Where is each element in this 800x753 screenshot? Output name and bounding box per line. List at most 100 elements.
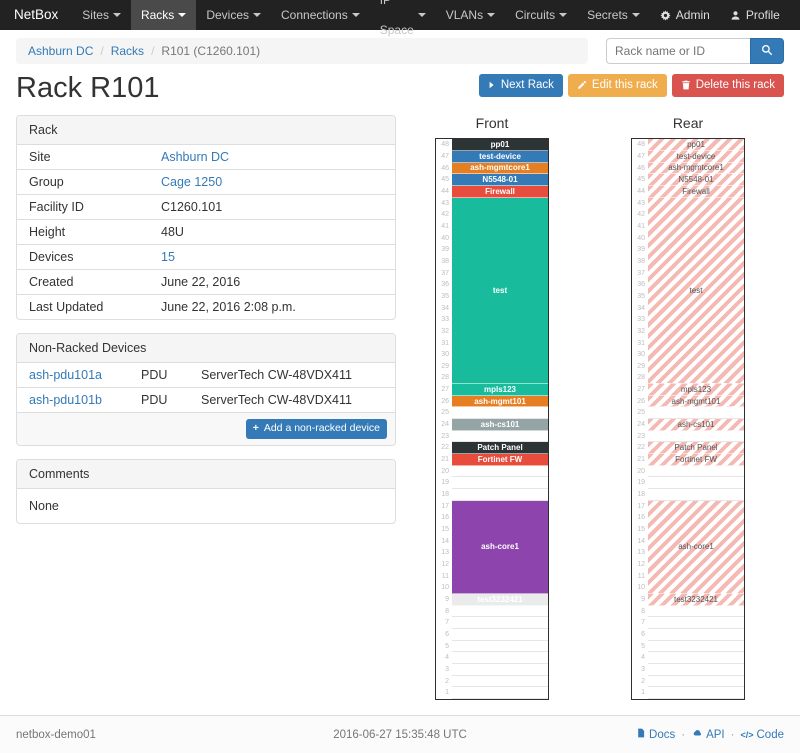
unit-number: 11 xyxy=(441,572,449,580)
rack-panel: Rack Site Ashburn DC Group Cage 1250 Facilit… xyxy=(16,115,396,321)
nav-item-sites[interactable]: Sites xyxy=(72,0,131,30)
rack-device-front-n5548-01[interactable]: N5548-01 xyxy=(452,174,548,186)
rack-device-front-mpls123[interactable]: mpls123 xyxy=(452,384,548,396)
footer-link-label: API xyxy=(706,728,725,741)
unit-number: 7 xyxy=(445,619,449,627)
unit-number-gutter: 21 xyxy=(632,454,648,466)
rack-unit-empty xyxy=(648,664,744,676)
rack-device-front-ash-mgmtcore1[interactable]: ash-mgmtcore1 xyxy=(452,162,548,175)
rack-row-device: 44 Firewall xyxy=(632,185,744,198)
nav-item-vlans[interactable]: VLANs xyxy=(436,0,505,30)
rack-device-rear-test-device[interactable]: test-device xyxy=(648,151,744,163)
edit-rack-label: Edit this rack xyxy=(591,79,658,91)
nav-item-devices[interactable]: Devices xyxy=(196,0,271,30)
rack-attr-row: Devices 15 xyxy=(17,244,395,270)
separator: · xyxy=(730,728,735,741)
breadcrumb-link[interactable]: Ashburn DC xyxy=(28,44,94,58)
rack-device-front-firewall[interactable]: Firewall xyxy=(452,185,548,198)
device-name-label: ash-mgmtcore1 xyxy=(668,163,724,173)
rack-device-rear-patch-panel[interactable]: Patch Panel xyxy=(648,442,744,455)
rack-device-rear-pp01[interactable]: pp01 xyxy=(648,139,744,151)
unit-number-gutter: 6 xyxy=(436,628,452,641)
edit-rack-button[interactable]: Edit this rack xyxy=(567,74,667,97)
rack-unit-empty xyxy=(648,431,744,443)
search-button[interactable] xyxy=(750,38,784,64)
nav-item-log-out[interactable]: Log out xyxy=(790,0,800,30)
unit-number: 27 xyxy=(441,386,449,394)
footer-link-code[interactable]: </> Code xyxy=(740,729,784,741)
device-name-label: ash-cs101 xyxy=(677,419,715,429)
attr-value-link[interactable]: Cage 1250 xyxy=(161,175,223,190)
rack-device-front-pp01[interactable]: pp01 xyxy=(452,139,548,151)
breadcrumb-link[interactable]: Racks xyxy=(110,44,145,58)
rack-device-front-ash-mgmt101[interactable]: ash-mgmt101 xyxy=(452,395,548,408)
device-name-label: Patch Panel xyxy=(477,443,523,453)
nav-item-secrets[interactable]: Secrets xyxy=(577,0,650,30)
add-non-racked-device-button[interactable]: + Add a non-racked device xyxy=(245,419,387,439)
nav-item-ip-space[interactable]: IP Space xyxy=(370,0,436,37)
attr-value-link[interactable]: 15 xyxy=(161,250,175,265)
unit-number: 45 xyxy=(441,176,449,184)
rack-device-rear-firewall[interactable]: Firewall xyxy=(648,185,744,198)
delete-rack-button[interactable]: Delete this rack xyxy=(671,74,784,97)
rack-device-rear-test[interactable]: test xyxy=(648,197,744,385)
rack-row-empty: 18 xyxy=(632,489,744,501)
breadcrumb-item: R101 (C1260.101) xyxy=(144,44,260,58)
brand-logo[interactable]: NetBox xyxy=(14,7,59,22)
rack-device-rear-ash-cs101[interactable]: ash-cs101 xyxy=(648,419,744,431)
rack-device-front-test-device[interactable]: test-device xyxy=(452,151,548,163)
breadcrumb-item: Ashburn DC xyxy=(28,44,93,58)
unit-number: 42 xyxy=(441,211,449,219)
device-link[interactable]: ash-pdu101a xyxy=(29,368,102,383)
attr-value-link[interactable]: Ashburn DC xyxy=(161,150,230,165)
rack-unit-empty xyxy=(452,466,548,478)
rack-row-device: 46 ash-mgmtcore1 xyxy=(632,162,744,175)
unit-number-gutter: 24 xyxy=(632,419,648,431)
nav-item-circuits[interactable]: Circuits xyxy=(505,0,577,30)
unit-number: 9 xyxy=(445,596,449,603)
rack-row-empty: 1 xyxy=(436,687,548,699)
nav-item-profile[interactable]: Profile xyxy=(720,0,790,30)
breadcrumb-current: R101 (C1260.101) xyxy=(161,44,261,58)
footer-link-docs[interactable]: Docs xyxy=(636,728,675,741)
rack-device-rear-n5548-01[interactable]: N5548-01 xyxy=(648,174,744,186)
unit-number-gutter: 44 xyxy=(436,185,452,198)
device-link[interactable]: ash-pdu101b xyxy=(29,393,102,408)
nav-item-admin[interactable]: Admin xyxy=(650,0,720,30)
rack-device-front-patch-panel[interactable]: Patch Panel xyxy=(452,442,548,455)
rack-device-front-ash-cs101[interactable]: ash-cs101 xyxy=(452,419,548,431)
rack-device-front-test3232421[interactable]: test3232421 xyxy=(452,594,548,606)
gear-icon xyxy=(660,9,671,21)
rack-device-front-fortinet-fw[interactable]: Fortinet FW xyxy=(452,454,548,466)
unit-number-gutter: 17 16 15 14 13 12 11 10 xyxy=(436,500,452,594)
rack-row-empty: 7 xyxy=(632,617,744,629)
unit-number: 40 xyxy=(637,234,645,242)
unit-number: 47 xyxy=(637,153,645,160)
unit-number-gutter: 45 xyxy=(436,174,452,186)
rack-device-rear-test3232421[interactable]: test3232421 xyxy=(648,594,744,606)
rack-device-rear-ash-core1[interactable]: ash-core1 xyxy=(648,500,744,594)
unit-number-gutter: 27 xyxy=(632,384,648,396)
unit-number: 41 xyxy=(441,222,449,230)
nav-item-racks[interactable]: Racks xyxy=(130,0,197,30)
rack-device-rear-ash-mgmtcore1[interactable]: ash-mgmtcore1 xyxy=(648,162,744,175)
unit-number: 11 xyxy=(637,572,645,580)
device-name-label: Firewall xyxy=(485,186,515,196)
rack-device-rear-fortinet-fw[interactable]: Fortinet FW xyxy=(648,454,744,466)
unit-number: 43 xyxy=(441,199,449,207)
rack-device-front-test[interactable]: test xyxy=(452,197,548,385)
rack-elevations: Front 48 pp01 47 test-device 46 ash-mgmtcore1… xyxy=(396,115,784,715)
rack-row-empty: 8 xyxy=(436,605,548,618)
rack-device-rear-mpls123[interactable]: mpls123 xyxy=(648,384,744,396)
rack-row-empty: 5 xyxy=(632,640,744,653)
next-rack-button[interactable]: Next Rack xyxy=(478,74,563,97)
unit-number-gutter: 26 xyxy=(436,395,452,408)
nav-item-connections[interactable]: Connections xyxy=(271,0,370,30)
search-input[interactable] xyxy=(606,38,750,64)
unit-number: 47 xyxy=(441,153,449,160)
rack-device-rear-ash-mgmt101[interactable]: ash-mgmt101 xyxy=(648,395,744,408)
footer-link-api[interactable]: API xyxy=(691,728,725,741)
rack-row-empty: 5 xyxy=(436,640,548,653)
rack-device-front-ash-core1[interactable]: ash-core1 xyxy=(452,500,548,594)
unit-number-gutter: 25 xyxy=(632,407,648,420)
